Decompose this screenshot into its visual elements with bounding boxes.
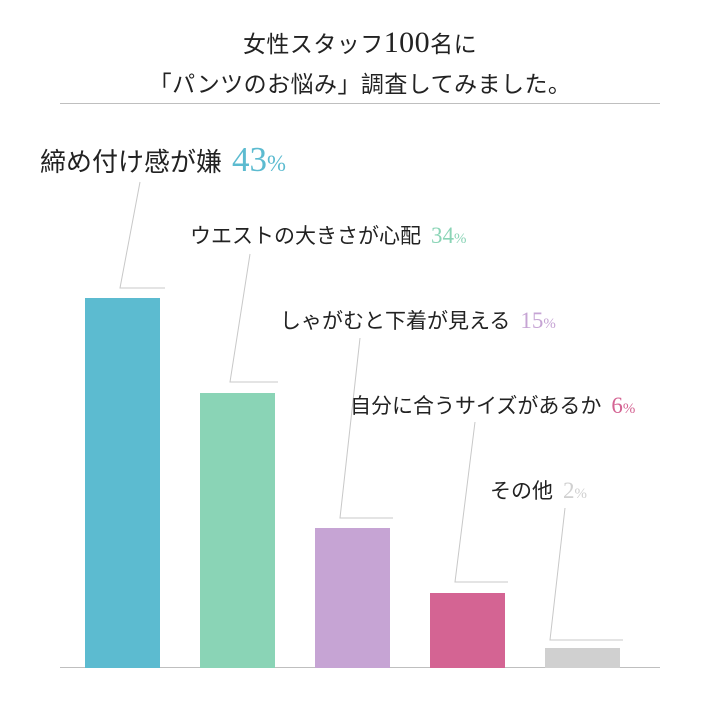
bar-chart: 締め付け感が嫌43%ウエストの大きさが心配34%しゃがむと下着が見える15%自分…	[60, 110, 660, 690]
title-line1-pre: 女性スタッフ	[243, 32, 384, 57]
title-line1-num: 100	[384, 26, 430, 59]
title-divider	[60, 103, 660, 104]
chart-title: 女性スタッフ100名に 「パンツのお悩み」調査してみました。	[0, 20, 720, 102]
title-line2: 「パンツのお悩み」調査してみました。	[149, 72, 572, 97]
title-line1-post: 名に	[430, 32, 477, 57]
pointer-line	[60, 110, 660, 690]
